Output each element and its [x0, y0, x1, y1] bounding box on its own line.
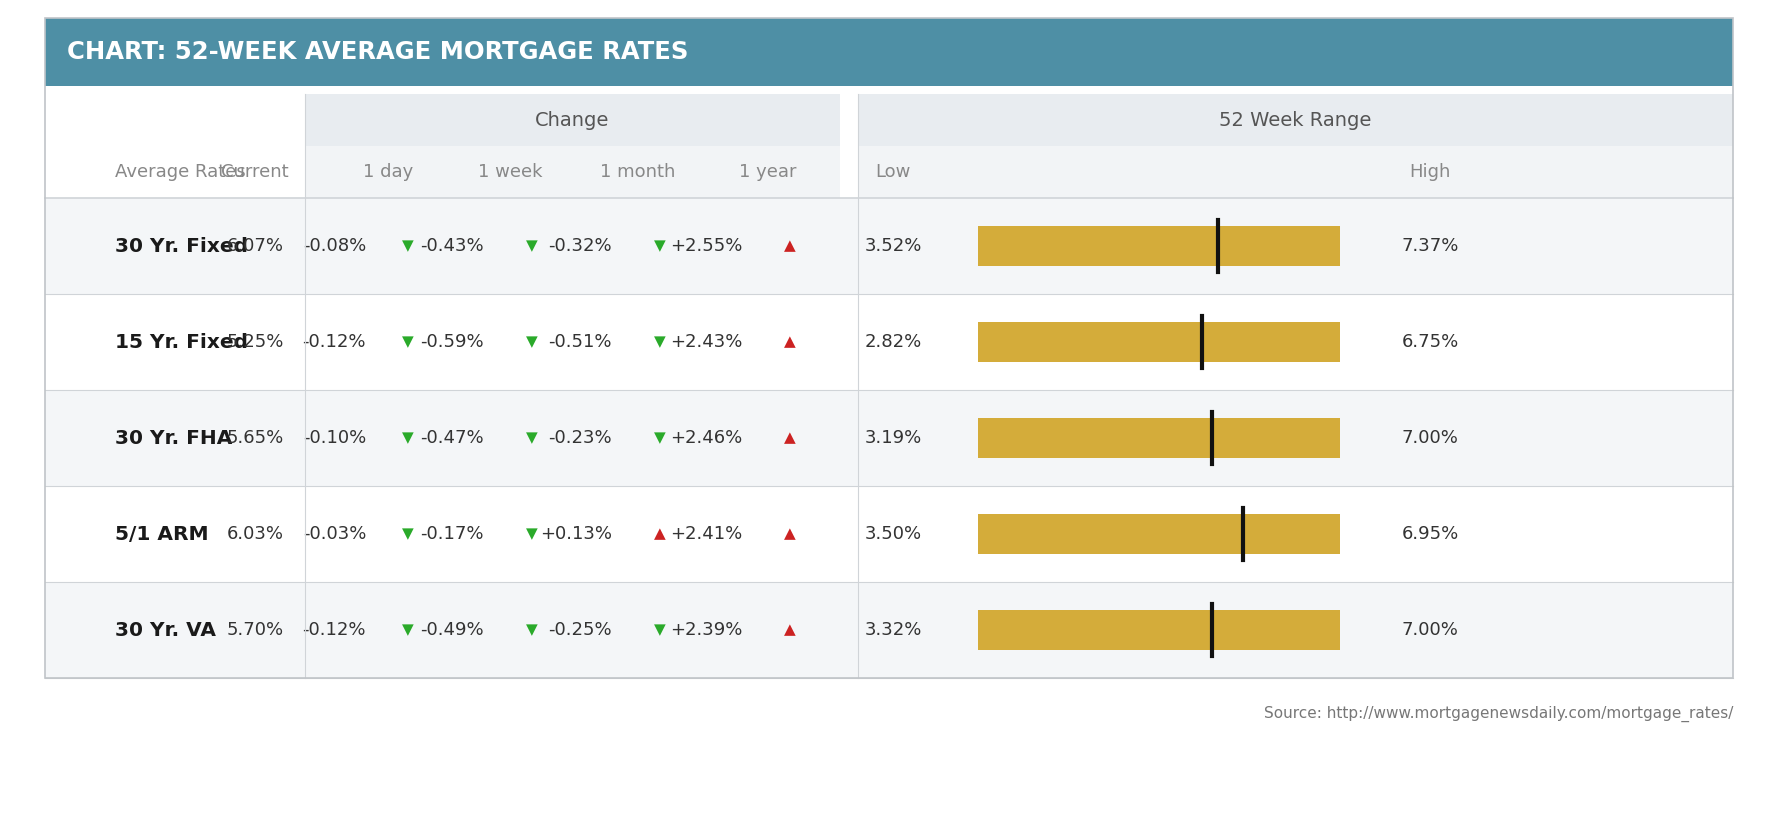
Text: CHART: 52-WEEK AVERAGE MORTGAGE RATES: CHART: 52-WEEK AVERAGE MORTGAGE RATES [68, 40, 688, 64]
Text: ▼: ▼ [526, 430, 539, 445]
Text: ▼: ▼ [402, 334, 414, 350]
Text: ▼: ▼ [654, 334, 667, 350]
Text: -0.59%: -0.59% [420, 333, 484, 351]
Text: 1 month: 1 month [601, 163, 676, 181]
Bar [978, 418, 1341, 458]
Text: 6.03%: 6.03% [226, 525, 283, 543]
Text: 1 year: 1 year [740, 163, 797, 181]
Bar [44, 18, 1734, 678]
Text: -0.12%: -0.12% [302, 621, 366, 639]
Text: ▲: ▲ [784, 334, 797, 350]
Text: 15 Yr. Fixed: 15 Yr. Fixed [116, 332, 247, 351]
Text: -0.49%: -0.49% [420, 621, 484, 639]
Bar [978, 514, 1341, 554]
Bar [859, 146, 1734, 198]
Bar [306, 146, 839, 198]
Text: 3.19%: 3.19% [864, 429, 921, 447]
Text: 6.95%: 6.95% [1401, 525, 1458, 543]
Text: 1 day: 1 day [363, 163, 412, 181]
Text: 7.00%: 7.00% [1401, 429, 1458, 447]
Text: 52 Week Range: 52 Week Range [1220, 110, 1371, 129]
Bar [44, 390, 1734, 486]
Text: ▼: ▼ [402, 527, 414, 542]
Text: 3.52%: 3.52% [864, 237, 921, 255]
Text: 5/1 ARM: 5/1 ARM [116, 524, 208, 543]
Bar [859, 94, 1734, 146]
Text: ▲: ▲ [784, 622, 797, 638]
Bar [44, 486, 1734, 582]
Bar [978, 322, 1341, 362]
Text: ▼: ▼ [402, 430, 414, 445]
Text: ▼: ▼ [402, 622, 414, 638]
Text: ▲: ▲ [654, 527, 667, 542]
Text: 5.65%: 5.65% [226, 429, 284, 447]
Text: 5.70%: 5.70% [226, 621, 283, 639]
Text: -0.08%: -0.08% [302, 237, 366, 255]
Text: +2.46%: +2.46% [670, 429, 741, 447]
Text: Current: Current [220, 163, 288, 181]
Text: ▼: ▼ [526, 334, 539, 350]
Text: -0.32%: -0.32% [548, 237, 612, 255]
Text: 2.82%: 2.82% [864, 333, 921, 351]
Text: 3.50%: 3.50% [864, 525, 921, 543]
Text: -0.10%: -0.10% [302, 429, 366, 447]
Text: Source: http://www.mortgagenewsdaily.com/mortgage_rates/: Source: http://www.mortgagenewsdaily.com… [1264, 706, 1734, 723]
Text: +2.55%: +2.55% [670, 237, 741, 255]
Text: ▼: ▼ [654, 430, 667, 445]
Text: ▲: ▲ [784, 239, 797, 253]
Text: High: High [1410, 163, 1451, 181]
Text: 3.32%: 3.32% [864, 621, 921, 639]
Bar [978, 226, 1341, 266]
Text: 30 Yr. Fixed: 30 Yr. Fixed [116, 236, 247, 255]
Text: +2.43%: +2.43% [670, 333, 741, 351]
Text: ▲: ▲ [784, 527, 797, 542]
Text: -0.25%: -0.25% [548, 621, 612, 639]
Text: Average Rates: Average Rates [116, 163, 245, 181]
Text: +0.13%: +0.13% [541, 525, 612, 543]
Text: ▲: ▲ [784, 430, 797, 445]
Text: -0.51%: -0.51% [548, 333, 612, 351]
Bar [978, 610, 1341, 650]
Text: ▼: ▼ [654, 239, 667, 253]
Text: 6.75%: 6.75% [1401, 333, 1458, 351]
Text: -0.23%: -0.23% [548, 429, 612, 447]
Text: ▼: ▼ [526, 622, 539, 638]
Text: 5.25%: 5.25% [226, 333, 284, 351]
Bar [44, 18, 1734, 86]
Text: -0.03%: -0.03% [302, 525, 366, 543]
Bar [44, 582, 1734, 678]
Text: 7.37%: 7.37% [1401, 237, 1458, 255]
Text: -0.12%: -0.12% [302, 333, 366, 351]
Text: Change: Change [535, 110, 610, 129]
Text: -0.47%: -0.47% [420, 429, 484, 447]
Text: -0.17%: -0.17% [421, 525, 484, 543]
Text: Low: Low [875, 163, 910, 181]
Text: ▼: ▼ [526, 527, 539, 542]
Text: +2.41%: +2.41% [670, 525, 741, 543]
Text: -0.43%: -0.43% [420, 237, 484, 255]
Text: ▼: ▼ [526, 239, 539, 253]
Text: 1 week: 1 week [478, 163, 542, 181]
Text: 30 Yr. VA: 30 Yr. VA [116, 621, 215, 639]
Text: 30 Yr. FHA: 30 Yr. FHA [116, 429, 233, 448]
Bar [44, 198, 1734, 294]
Text: 7.00%: 7.00% [1401, 621, 1458, 639]
Bar [306, 94, 839, 146]
Text: +2.39%: +2.39% [670, 621, 741, 639]
Text: ▼: ▼ [654, 622, 667, 638]
Text: 6.07%: 6.07% [226, 237, 283, 255]
Bar [44, 294, 1734, 390]
Text: ▼: ▼ [402, 239, 414, 253]
